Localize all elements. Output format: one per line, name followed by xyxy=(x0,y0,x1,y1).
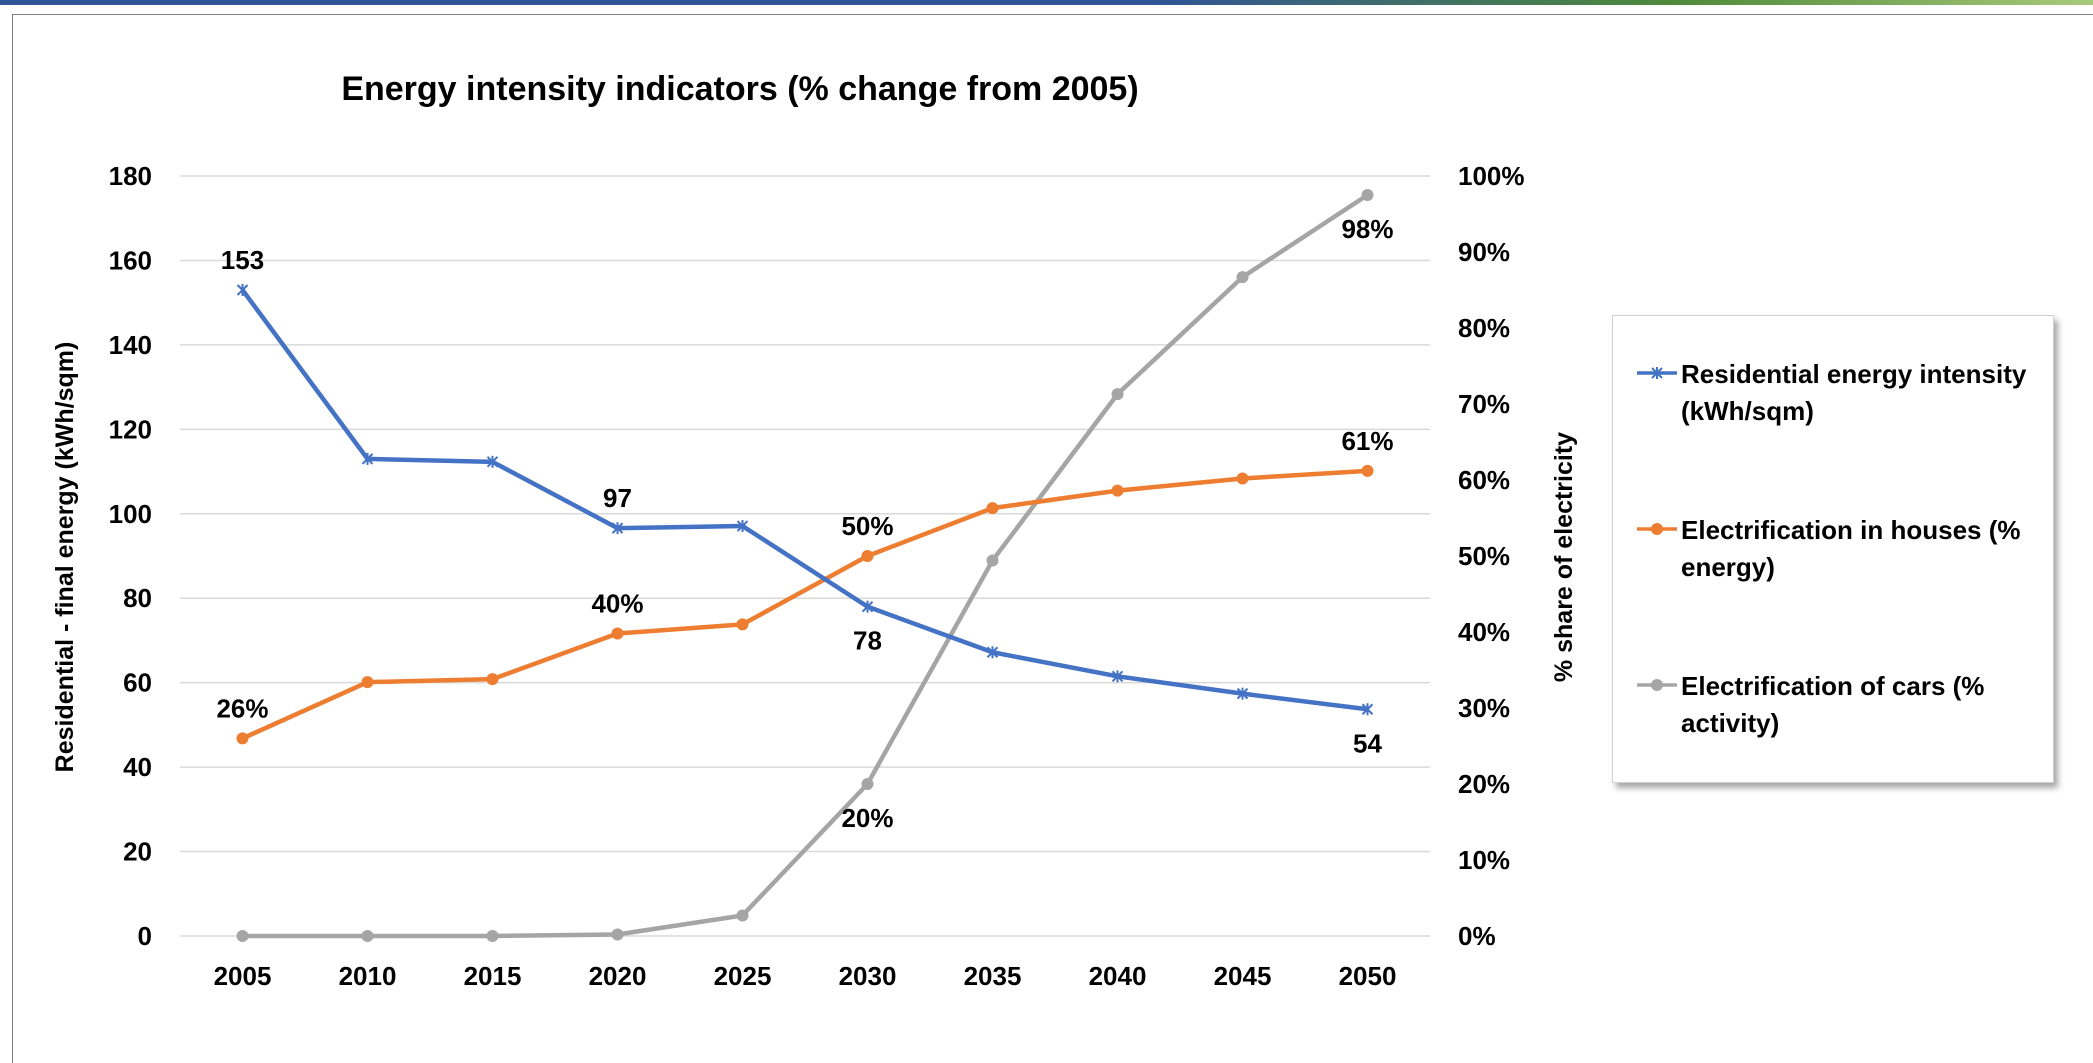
data-point xyxy=(986,502,999,515)
legend-swatch-circle-icon xyxy=(1637,679,1677,691)
left-axis-title: Residential - final energy (kWh/sqm) xyxy=(51,342,79,773)
right-tick-label: 0% xyxy=(1458,921,1496,951)
x-axis-ticks: 2005 2010 2015 2020 2025 2030 2035 2040 2045 2050 xyxy=(214,961,1397,991)
legend-swatch-star-icon xyxy=(1637,367,1677,379)
data-label: 61% xyxy=(1341,426,1393,456)
right-tick-label: 100% xyxy=(1458,161,1525,191)
data-label: 20% xyxy=(841,803,893,833)
data-point xyxy=(736,909,749,922)
right-tick-label: 50% xyxy=(1458,541,1510,571)
data-point xyxy=(611,928,624,941)
data-label: 153 xyxy=(221,245,264,275)
data-point xyxy=(486,673,499,686)
x-tick-label: 2010 xyxy=(339,961,397,991)
series-3 xyxy=(236,189,1374,942)
data-point xyxy=(236,732,249,745)
gridlines xyxy=(180,175,1430,937)
right-tick-label: 60% xyxy=(1458,465,1510,495)
data-label: 78 xyxy=(853,626,882,656)
data-point xyxy=(1111,670,1124,683)
left-tick-label: 180 xyxy=(109,161,152,191)
series-lines xyxy=(236,189,1374,942)
series-1 xyxy=(236,284,1374,716)
data-point xyxy=(611,522,624,535)
right-tick-label: 80% xyxy=(1458,313,1510,343)
data-label: 97 xyxy=(603,483,632,513)
legend-label: Electrification in houses (% energy) xyxy=(1681,515,2021,582)
data-point xyxy=(361,676,374,689)
left-tick-label: 160 xyxy=(109,245,152,275)
x-tick-label: 2040 xyxy=(1089,961,1147,991)
data-point xyxy=(361,930,374,942)
right-tick-label: 20% xyxy=(1458,769,1510,799)
right-tick-label: 70% xyxy=(1458,389,1510,419)
data-point xyxy=(861,550,874,562)
data-point xyxy=(486,455,499,468)
legend-label: Residential energy intensity (kWh/sqm) xyxy=(1681,359,2027,426)
data-point xyxy=(861,600,874,613)
legend-label: Electrification of cars (% activity) xyxy=(1681,671,1985,738)
legend-item-electrification-cars: Electrification of cars (% activity) xyxy=(1635,668,2045,742)
data-point xyxy=(486,930,499,942)
x-tick-label: 2020 xyxy=(589,961,647,991)
right-tick-label: 90% xyxy=(1458,237,1510,267)
legend-item-electrification-houses: Electrification in houses (% energy) xyxy=(1635,512,2045,586)
left-tick-label: 80 xyxy=(123,583,152,613)
data-point xyxy=(1361,464,1374,477)
series-line xyxy=(241,468,1368,741)
top-accent-bar xyxy=(0,0,2093,5)
left-axis-ticks: 0 20 40 60 80 100 120 140 160 180 xyxy=(109,161,152,951)
data-point xyxy=(986,646,999,659)
series-line xyxy=(240,288,1368,712)
left-tick-label: 140 xyxy=(109,330,152,360)
data-point xyxy=(736,618,749,631)
left-tick-label: 120 xyxy=(109,414,152,444)
data-labels: 20% 98% 26% 40% 50% 61% 153 97 78 54 xyxy=(216,214,1393,833)
data-point xyxy=(1361,189,1374,201)
right-axis-title: % share of electricity xyxy=(1550,432,1578,682)
x-tick-label: 2030 xyxy=(839,961,897,991)
data-point xyxy=(1361,703,1374,716)
right-tick-label: 30% xyxy=(1458,693,1510,723)
data-label: 50% xyxy=(841,511,893,541)
data-label: 40% xyxy=(591,589,643,619)
data-point xyxy=(986,554,999,567)
chart-title: Energy intensity indicators (% change fr… xyxy=(341,70,1138,108)
series-line xyxy=(242,193,1369,939)
data-point xyxy=(236,930,249,942)
series-2 xyxy=(236,464,1374,745)
left-tick-label: 40 xyxy=(123,752,152,782)
legend: Residential energy intensity (kWh/sqm) E… xyxy=(1612,315,2054,783)
x-tick-label: 2045 xyxy=(1214,961,1272,991)
legend-item-residential-intensity: Residential energy intensity (kWh/sqm) xyxy=(1635,356,2045,430)
data-point xyxy=(361,452,374,465)
data-point xyxy=(861,778,874,790)
data-point xyxy=(1236,472,1249,485)
data-point xyxy=(1236,271,1249,284)
left-tick-label: 100 xyxy=(109,499,152,529)
x-tick-label: 2035 xyxy=(964,961,1022,991)
right-axis-ticks: 0% 10% 20% 30% 40% 50% 60% 70% 80% 90% 100% xyxy=(1458,161,1525,951)
legend-swatch-circle-icon xyxy=(1637,523,1677,535)
left-tick-label: 0 xyxy=(138,921,152,951)
right-tick-label: 10% xyxy=(1458,845,1510,875)
left-tick-label: 60 xyxy=(123,668,152,698)
data-point xyxy=(1111,388,1124,401)
data-point xyxy=(736,520,749,533)
x-tick-label: 2025 xyxy=(714,961,772,991)
x-tick-label: 2015 xyxy=(464,961,522,991)
data-point xyxy=(1236,687,1249,700)
data-label: 98% xyxy=(1341,214,1393,244)
right-tick-label: 40% xyxy=(1458,617,1510,647)
chart-frame xyxy=(12,14,2093,1063)
x-tick-label: 2005 xyxy=(214,961,272,991)
data-label: 26% xyxy=(216,693,268,723)
data-label: 54 xyxy=(1353,728,1382,758)
data-point xyxy=(1111,484,1124,497)
left-tick-label: 20 xyxy=(123,837,152,867)
data-point xyxy=(236,284,249,296)
x-tick-label: 2050 xyxy=(1339,961,1397,991)
data-point xyxy=(611,627,624,640)
